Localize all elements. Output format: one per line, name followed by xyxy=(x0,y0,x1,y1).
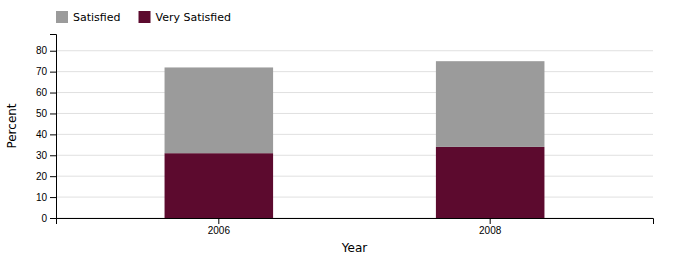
tick-mark xyxy=(50,197,56,198)
tick-label: 10 xyxy=(36,192,48,203)
axis-line xyxy=(57,219,654,225)
y-tick: 10 xyxy=(36,192,56,203)
tick-label: 40 xyxy=(36,129,48,140)
tick-mark xyxy=(50,51,56,52)
legend-label: Satisfied xyxy=(73,11,121,24)
y-tick: 40 xyxy=(36,129,56,140)
x-axis-title: Year xyxy=(341,241,367,255)
tick-mark xyxy=(490,218,491,224)
tick-label: 2008 xyxy=(479,225,502,236)
plot: 0 10 20 30 40 50 60 70 80 2006 2008 xyxy=(36,35,654,237)
legend-swatch xyxy=(139,11,151,23)
legend-swatch xyxy=(56,11,68,23)
tick-label: 2006 xyxy=(208,225,231,236)
y-tick: 80 xyxy=(36,45,56,56)
grid-line xyxy=(56,92,653,93)
legend-item: Very Satisfied xyxy=(139,11,231,24)
tick-mark xyxy=(50,176,56,177)
grid-line xyxy=(56,71,653,72)
tick-mark xyxy=(50,113,56,114)
tick-label: 60 xyxy=(36,87,48,98)
grid xyxy=(56,51,653,218)
grid-line xyxy=(56,176,653,177)
legend: Satisfied Very Satisfied xyxy=(56,11,231,24)
bar xyxy=(436,147,545,218)
y-tick: 0 xyxy=(41,213,56,224)
tick-mark xyxy=(50,155,56,156)
tick-label: 70 xyxy=(36,66,48,77)
grid-line xyxy=(56,113,653,114)
bar xyxy=(165,153,274,218)
bar xyxy=(165,67,274,153)
bar xyxy=(436,61,545,147)
tick-label: 80 xyxy=(36,45,48,56)
legend-label: Very Satisfied xyxy=(156,11,231,24)
chart: 0 10 20 30 40 50 60 70 80 2006 2008 Year Percent Sati… xyxy=(0,0,673,260)
tick-label: 0 xyxy=(41,213,47,224)
tick-mark xyxy=(218,218,219,224)
y-tick: 60 xyxy=(36,87,56,98)
grid-line xyxy=(56,197,653,198)
grid-line xyxy=(56,134,653,135)
axis-line xyxy=(50,35,57,219)
tick-mark xyxy=(50,218,56,219)
tick-label: 50 xyxy=(36,108,48,119)
y-tick: 20 xyxy=(36,171,56,182)
x-tick: 2008 xyxy=(479,218,502,236)
tick-label: 30 xyxy=(36,150,48,161)
series xyxy=(165,147,545,218)
x-axis: 2006 2008 xyxy=(57,218,654,236)
y-tick: 50 xyxy=(36,108,56,119)
grid-line xyxy=(56,155,653,156)
y-tick: 70 xyxy=(36,66,56,77)
y-tick: 30 xyxy=(36,150,56,161)
tick-mark xyxy=(50,72,56,73)
tick-mark xyxy=(50,93,56,94)
series xyxy=(165,61,545,153)
tick-label: 20 xyxy=(36,171,48,182)
y-axis-title: Percent xyxy=(5,103,19,148)
legend-item: Satisfied xyxy=(56,11,121,24)
tick-mark xyxy=(50,134,56,135)
bars xyxy=(165,61,545,218)
x-tick: 2006 xyxy=(208,218,231,236)
y-axis: 0 10 20 30 40 50 60 70 80 xyxy=(36,35,57,224)
grid-line xyxy=(56,50,653,51)
